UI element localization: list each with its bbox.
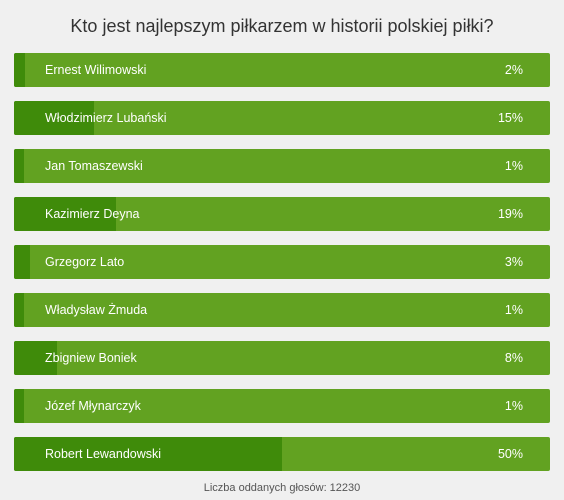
poll-option-fill	[14, 149, 24, 183]
poll-option-fill	[14, 245, 31, 279]
poll-option-percent: 15%	[497, 111, 523, 125]
poll-option-wilimowski[interactable]: Ernest Wilimowski 2%	[14, 53, 550, 87]
poll-option-label: Robert Lewandowski	[45, 447, 162, 461]
poll-option-lewandowski[interactable]: Robert Lewandowski 50%	[14, 437, 550, 471]
poll-option-label: Zbigniew Boniek	[45, 351, 137, 365]
poll-options: Ernest Wilimowski 2% Włodzimierz Lubańsk…	[14, 53, 550, 485]
poll-option-fill	[14, 437, 282, 471]
poll-option-fill	[14, 341, 57, 375]
poll-option-fill	[14, 101, 95, 135]
poll-question: Kto jest najlepszym piłkarzem w historii…	[70, 16, 494, 36]
poll-option-percent: 2%	[504, 63, 523, 77]
poll-option-boniek[interactable]: Zbigniew Boniek 8%	[14, 341, 550, 375]
poll-option-tomaszewski[interactable]: Jan Tomaszewski 1%	[14, 149, 550, 183]
poll-option-label: Ernest Wilimowski	[45, 63, 147, 77]
poll-option-percent: 3%	[504, 255, 523, 269]
poll-option-label: Józef Młynarczyk	[45, 399, 141, 413]
poll-option-lubanski[interactable]: Włodzimierz Lubański 15%	[14, 101, 550, 135]
poll-option-fill	[14, 389, 24, 423]
poll-option-label: Włodzimierz Lubański	[45, 111, 167, 125]
poll-option-mlynarczyk[interactable]: Józef Młynarczyk 1%	[14, 389, 550, 423]
poll-option-percent: 50%	[497, 447, 523, 461]
poll-option-label: Jan Tomaszewski	[45, 159, 143, 173]
poll-option-percent: 1%	[504, 399, 523, 413]
poll-option-label: Grzegorz Lato	[45, 255, 125, 269]
poll-option-fill	[14, 293, 24, 327]
poll-option-label: Władysław Żmuda	[45, 303, 148, 317]
poll-option-lato[interactable]: Grzegorz Lato 3%	[14, 245, 550, 279]
poll-option-percent: 1%	[504, 303, 523, 317]
poll-option-percent: 8%	[504, 351, 523, 365]
poll-option-fill	[14, 53, 25, 87]
poll-option-zmuda[interactable]: Władysław Żmuda 1%	[14, 293, 550, 327]
poll-option-percent: 19%	[497, 207, 523, 221]
poll-option-percent: 1%	[504, 159, 523, 173]
poll-option-label: Kazimierz Deyna	[45, 207, 140, 221]
poll-option-fill	[14, 197, 116, 231]
poll-option-deyna[interactable]: Kazimierz Deyna 19%	[14, 197, 550, 231]
vote-count: Liczba oddanych głosów: 12230	[203, 482, 361, 494]
